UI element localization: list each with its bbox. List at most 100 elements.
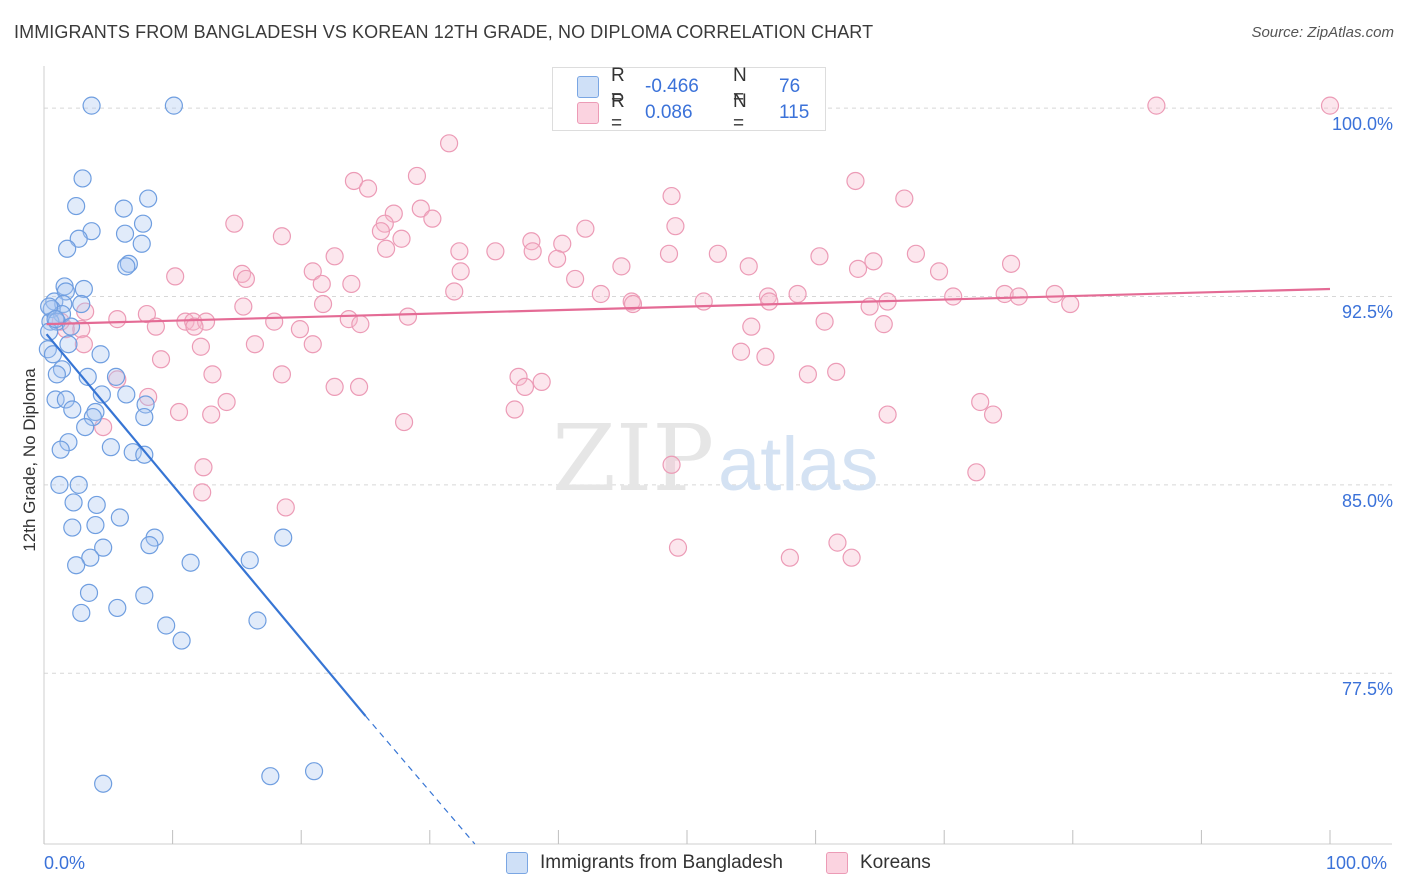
bangladesh-point [52,360,72,379]
legend-item-bangladesh[interactable]: Immigrants from Bangladesh [506,852,783,874]
korean-point [202,405,221,424]
bangladesh-point [64,493,83,512]
bangladesh-point [94,774,113,793]
korean-point [666,217,685,236]
korean-point [760,292,779,311]
y-tick-label: 77.5% [1341,679,1393,700]
korean-point [225,214,244,233]
x-tick-label-max: 100.0% [1326,853,1388,873]
bangladesh-point [86,515,105,535]
korean-point [272,365,292,384]
korean-point [971,392,990,412]
korean-point [398,307,418,326]
axes [43,66,1392,845]
legend-item-koreans[interactable]: Koreans [826,852,931,874]
bangladesh-point [50,475,69,494]
bangladesh-point [67,196,86,216]
bangladesh-point [274,528,293,547]
korean-point [265,312,284,331]
stats-legend: R = -0.466 N = 76 R = 0.086 N = 115 [552,65,826,134]
korean-point [668,538,688,557]
korean-point [846,171,865,191]
bangladesh-point [59,433,78,452]
bangladesh-point [304,762,324,781]
korean-point [906,244,926,263]
watermark-zip: ZIP [552,405,714,512]
korean-point [411,199,430,218]
bangladesh-point [63,518,82,537]
bangladesh-point [58,239,77,258]
korean-point [662,455,681,474]
korean-point [1061,294,1080,314]
bangladesh-point [69,475,88,494]
korean-point [515,377,535,397]
korean-point [392,229,411,248]
bangladesh-point [61,317,81,336]
bangladesh-point [115,224,135,243]
korean-point [486,242,505,261]
bangladesh-point [181,553,200,572]
bangladesh-point [79,583,99,602]
korean-point [659,244,679,263]
korean-point [217,392,236,412]
korean-point [756,347,775,366]
legend-swatch-koreans [826,852,848,874]
korean-point [623,294,643,314]
legend-n-value: 115 [779,102,810,123]
korean-point [423,209,442,228]
korean-point [146,317,165,336]
bangladesh-point [117,257,136,276]
bangladesh-point [92,385,111,404]
korean-point [591,284,610,304]
bangladesh-point [139,189,158,208]
bangladesh-point [63,400,82,419]
bangladesh-points [38,96,324,793]
bangladesh-point [83,407,102,427]
legend-n-label: N = [733,91,747,134]
korean-point [810,247,829,266]
korean-point [325,377,344,397]
bangladesh-point [86,402,105,422]
korean-point [864,252,883,271]
legend-label-koreans: Koreans [860,852,931,873]
bangladesh-point [87,495,106,515]
legend-r-value: -0.466 [645,76,699,97]
bangladesh-point [82,96,101,115]
bangladesh-point [56,390,75,409]
legend-swatch-bangladesh [577,76,599,98]
bangladesh-point [94,538,113,557]
legend-r-label: R = [611,65,625,108]
korean-point [303,335,322,354]
korean-point [523,242,542,261]
bangladesh-point [240,551,259,570]
bangladesh-point [72,294,91,314]
korean-point [51,312,70,331]
korean-point [313,294,333,314]
bangladesh-point [51,440,70,459]
korean-point [272,227,292,246]
bangladesh-point [132,234,151,253]
legend-label-bangladesh: Immigrants from Bangladesh [540,852,783,873]
legend-r-label: R = [611,91,625,134]
bangladesh-point [248,611,267,630]
bangladesh-point [101,438,120,457]
y-tick-label: 92.5% [1341,302,1393,323]
bangladesh-point [119,254,138,273]
bangladesh-point [133,214,153,233]
korean-point [312,274,331,294]
bangladesh-point [157,616,176,635]
bangladesh-point [43,345,63,364]
y-tick-label: 100.0% [1331,114,1393,135]
korean-point [303,262,322,281]
korean-point [739,257,758,276]
bangladesh-point [69,229,88,248]
korean-point [612,257,631,276]
watermark-atlas: atlas [718,422,879,507]
korean-point [662,186,681,206]
korean-point [108,310,127,329]
korean-point [185,317,204,336]
bangladesh-point [135,586,154,605]
korean-point [450,242,469,261]
korean-point [394,412,414,432]
